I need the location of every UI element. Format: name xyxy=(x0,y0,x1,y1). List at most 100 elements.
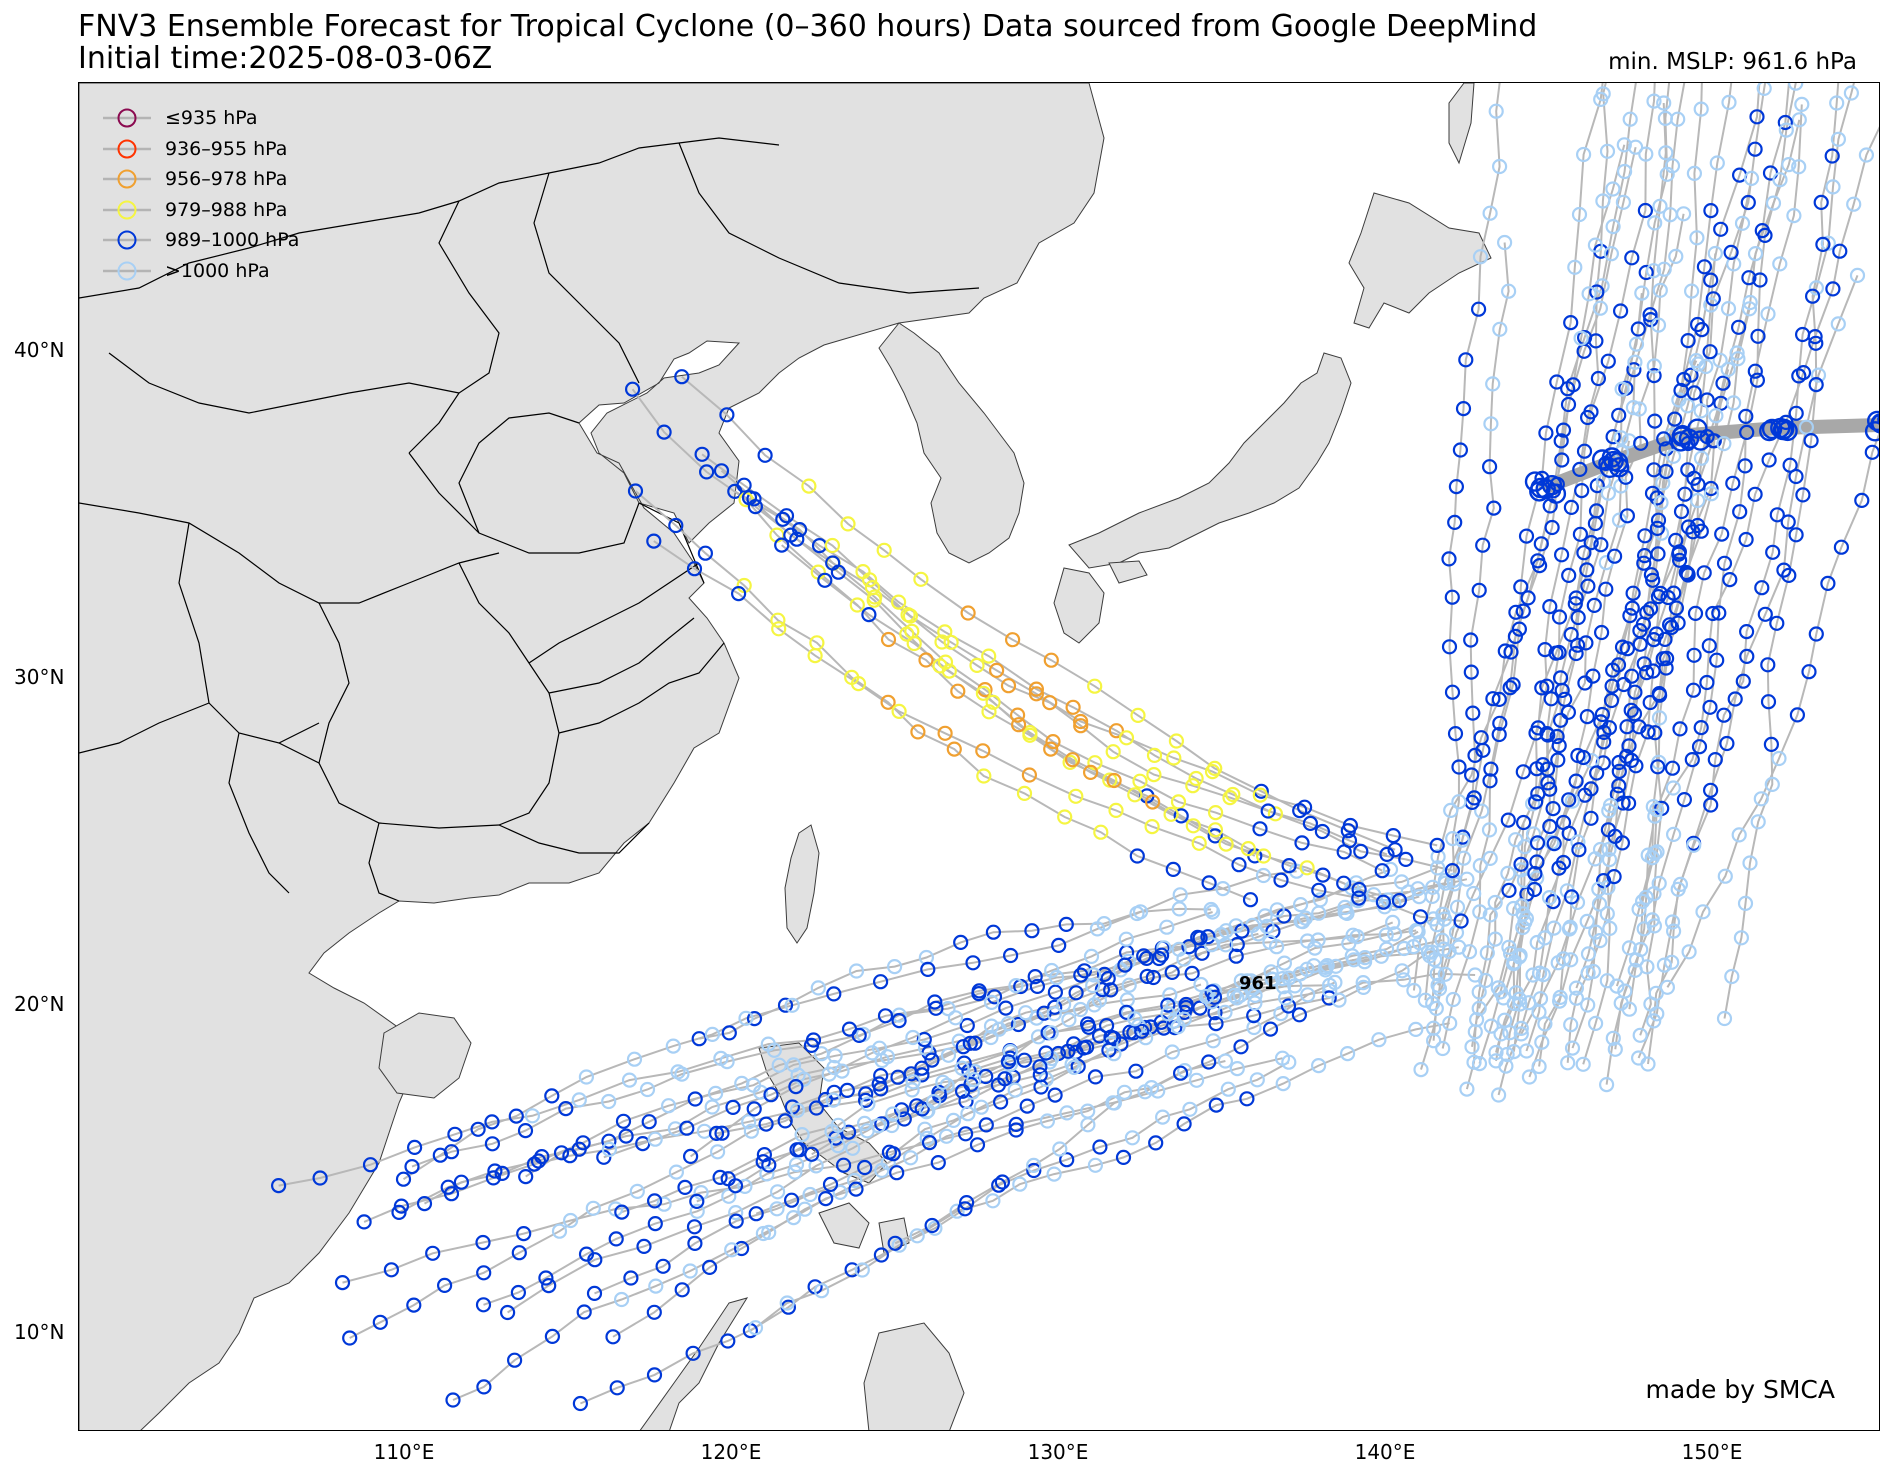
track-point xyxy=(840,516,856,532)
track-point xyxy=(1607,1041,1623,1057)
track-point xyxy=(1105,744,1121,760)
track-point xyxy=(876,542,892,558)
track-point xyxy=(885,1106,901,1122)
track-point xyxy=(1877,413,1879,425)
track-point xyxy=(1588,333,1604,349)
track-line xyxy=(580,1061,1290,1405)
track-point xyxy=(1463,632,1479,648)
track-point xyxy=(1467,967,1483,983)
track-line xyxy=(342,1057,1283,1284)
track-point xyxy=(1064,752,1081,768)
track-point xyxy=(1482,907,1498,923)
track-point xyxy=(679,1120,695,1136)
track-point xyxy=(575,1135,591,1151)
track-point xyxy=(1406,982,1422,999)
track-point xyxy=(758,1116,774,1132)
track-point xyxy=(1568,980,1585,996)
legend-item: 979–988 hPa xyxy=(101,195,299,226)
track-point xyxy=(1257,908,1273,924)
track-point xyxy=(1413,1061,1429,1078)
track-point xyxy=(1727,691,1743,707)
track-point xyxy=(1569,637,1586,653)
track-point xyxy=(1587,1015,1604,1032)
track-point xyxy=(1339,905,1355,922)
track-point xyxy=(1351,890,1367,906)
track-point xyxy=(1537,930,1553,946)
min-pressure-marker: 961 xyxy=(1239,973,1277,994)
track-point xyxy=(1621,738,1637,754)
track-point xyxy=(789,1102,806,1118)
track-point xyxy=(1472,249,1489,265)
track-point xyxy=(1555,422,1572,438)
track-point xyxy=(1008,1122,1024,1138)
track-point xyxy=(484,1136,500,1152)
track-point xyxy=(1444,589,1460,605)
track-point xyxy=(1501,939,1517,955)
track-point xyxy=(1713,221,1729,237)
track-point xyxy=(1615,194,1632,210)
track-point xyxy=(845,1140,861,1156)
track-point xyxy=(608,1231,624,1247)
track-point xyxy=(1117,957,1133,973)
track-point xyxy=(1742,294,1758,311)
track-point xyxy=(707,1085,724,1102)
track-point xyxy=(1322,983,1338,999)
track-point xyxy=(1741,270,1757,286)
track-point xyxy=(1043,741,1059,757)
track-point xyxy=(1466,885,1482,902)
track-point xyxy=(1583,810,1599,826)
track-point xyxy=(1487,931,1503,947)
track-point xyxy=(1640,724,1656,740)
track-point xyxy=(1580,946,1597,962)
track-point xyxy=(763,1087,779,1103)
legend-swatch xyxy=(103,200,151,220)
track-point xyxy=(1601,841,1617,858)
track-point xyxy=(1693,101,1709,117)
track-point xyxy=(1705,291,1721,307)
track-point xyxy=(1513,1020,1529,1037)
track-point xyxy=(1544,519,1560,536)
track-point xyxy=(1341,832,1358,849)
track-point xyxy=(981,704,997,720)
track-point xyxy=(1870,413,1879,434)
track-point xyxy=(571,1092,587,1108)
track-point xyxy=(1643,567,1660,583)
track-point xyxy=(1233,973,1249,989)
track-point xyxy=(1458,352,1474,368)
track-point xyxy=(1545,483,1567,504)
track-point xyxy=(789,531,805,547)
track-point xyxy=(1009,707,1026,723)
track-point xyxy=(1592,300,1609,316)
track-point xyxy=(856,1115,873,1132)
track-point xyxy=(1451,939,1467,955)
track-point xyxy=(1601,851,1618,868)
track-point xyxy=(1481,822,1498,838)
track-point xyxy=(1624,250,1640,266)
track-point xyxy=(1585,668,1601,684)
track-point xyxy=(1589,284,1605,300)
track-point xyxy=(1691,739,1708,755)
track-point xyxy=(761,1157,777,1173)
track-point xyxy=(1699,674,1715,691)
track-point xyxy=(1466,1054,1482,1070)
track-point xyxy=(1658,650,1675,667)
track-point xyxy=(1218,836,1234,852)
land-shikoku xyxy=(1108,560,1148,584)
track-point xyxy=(1647,413,1663,429)
track-point xyxy=(1624,600,1640,616)
track-point xyxy=(1611,407,1627,423)
track-point xyxy=(1425,995,1441,1012)
track-point xyxy=(1725,475,1741,491)
track-point xyxy=(1545,893,1561,910)
track-point xyxy=(1781,567,1797,583)
track-point xyxy=(704,1026,721,1043)
track-point xyxy=(959,1017,975,1034)
track-point xyxy=(1087,678,1103,694)
track-point xyxy=(563,1212,579,1229)
track-point xyxy=(1673,503,1690,520)
track-point xyxy=(1589,765,1605,781)
track-point xyxy=(1753,791,1769,807)
track-point xyxy=(1045,733,1061,750)
track-point xyxy=(1244,979,1260,996)
track-point xyxy=(1579,913,1595,930)
